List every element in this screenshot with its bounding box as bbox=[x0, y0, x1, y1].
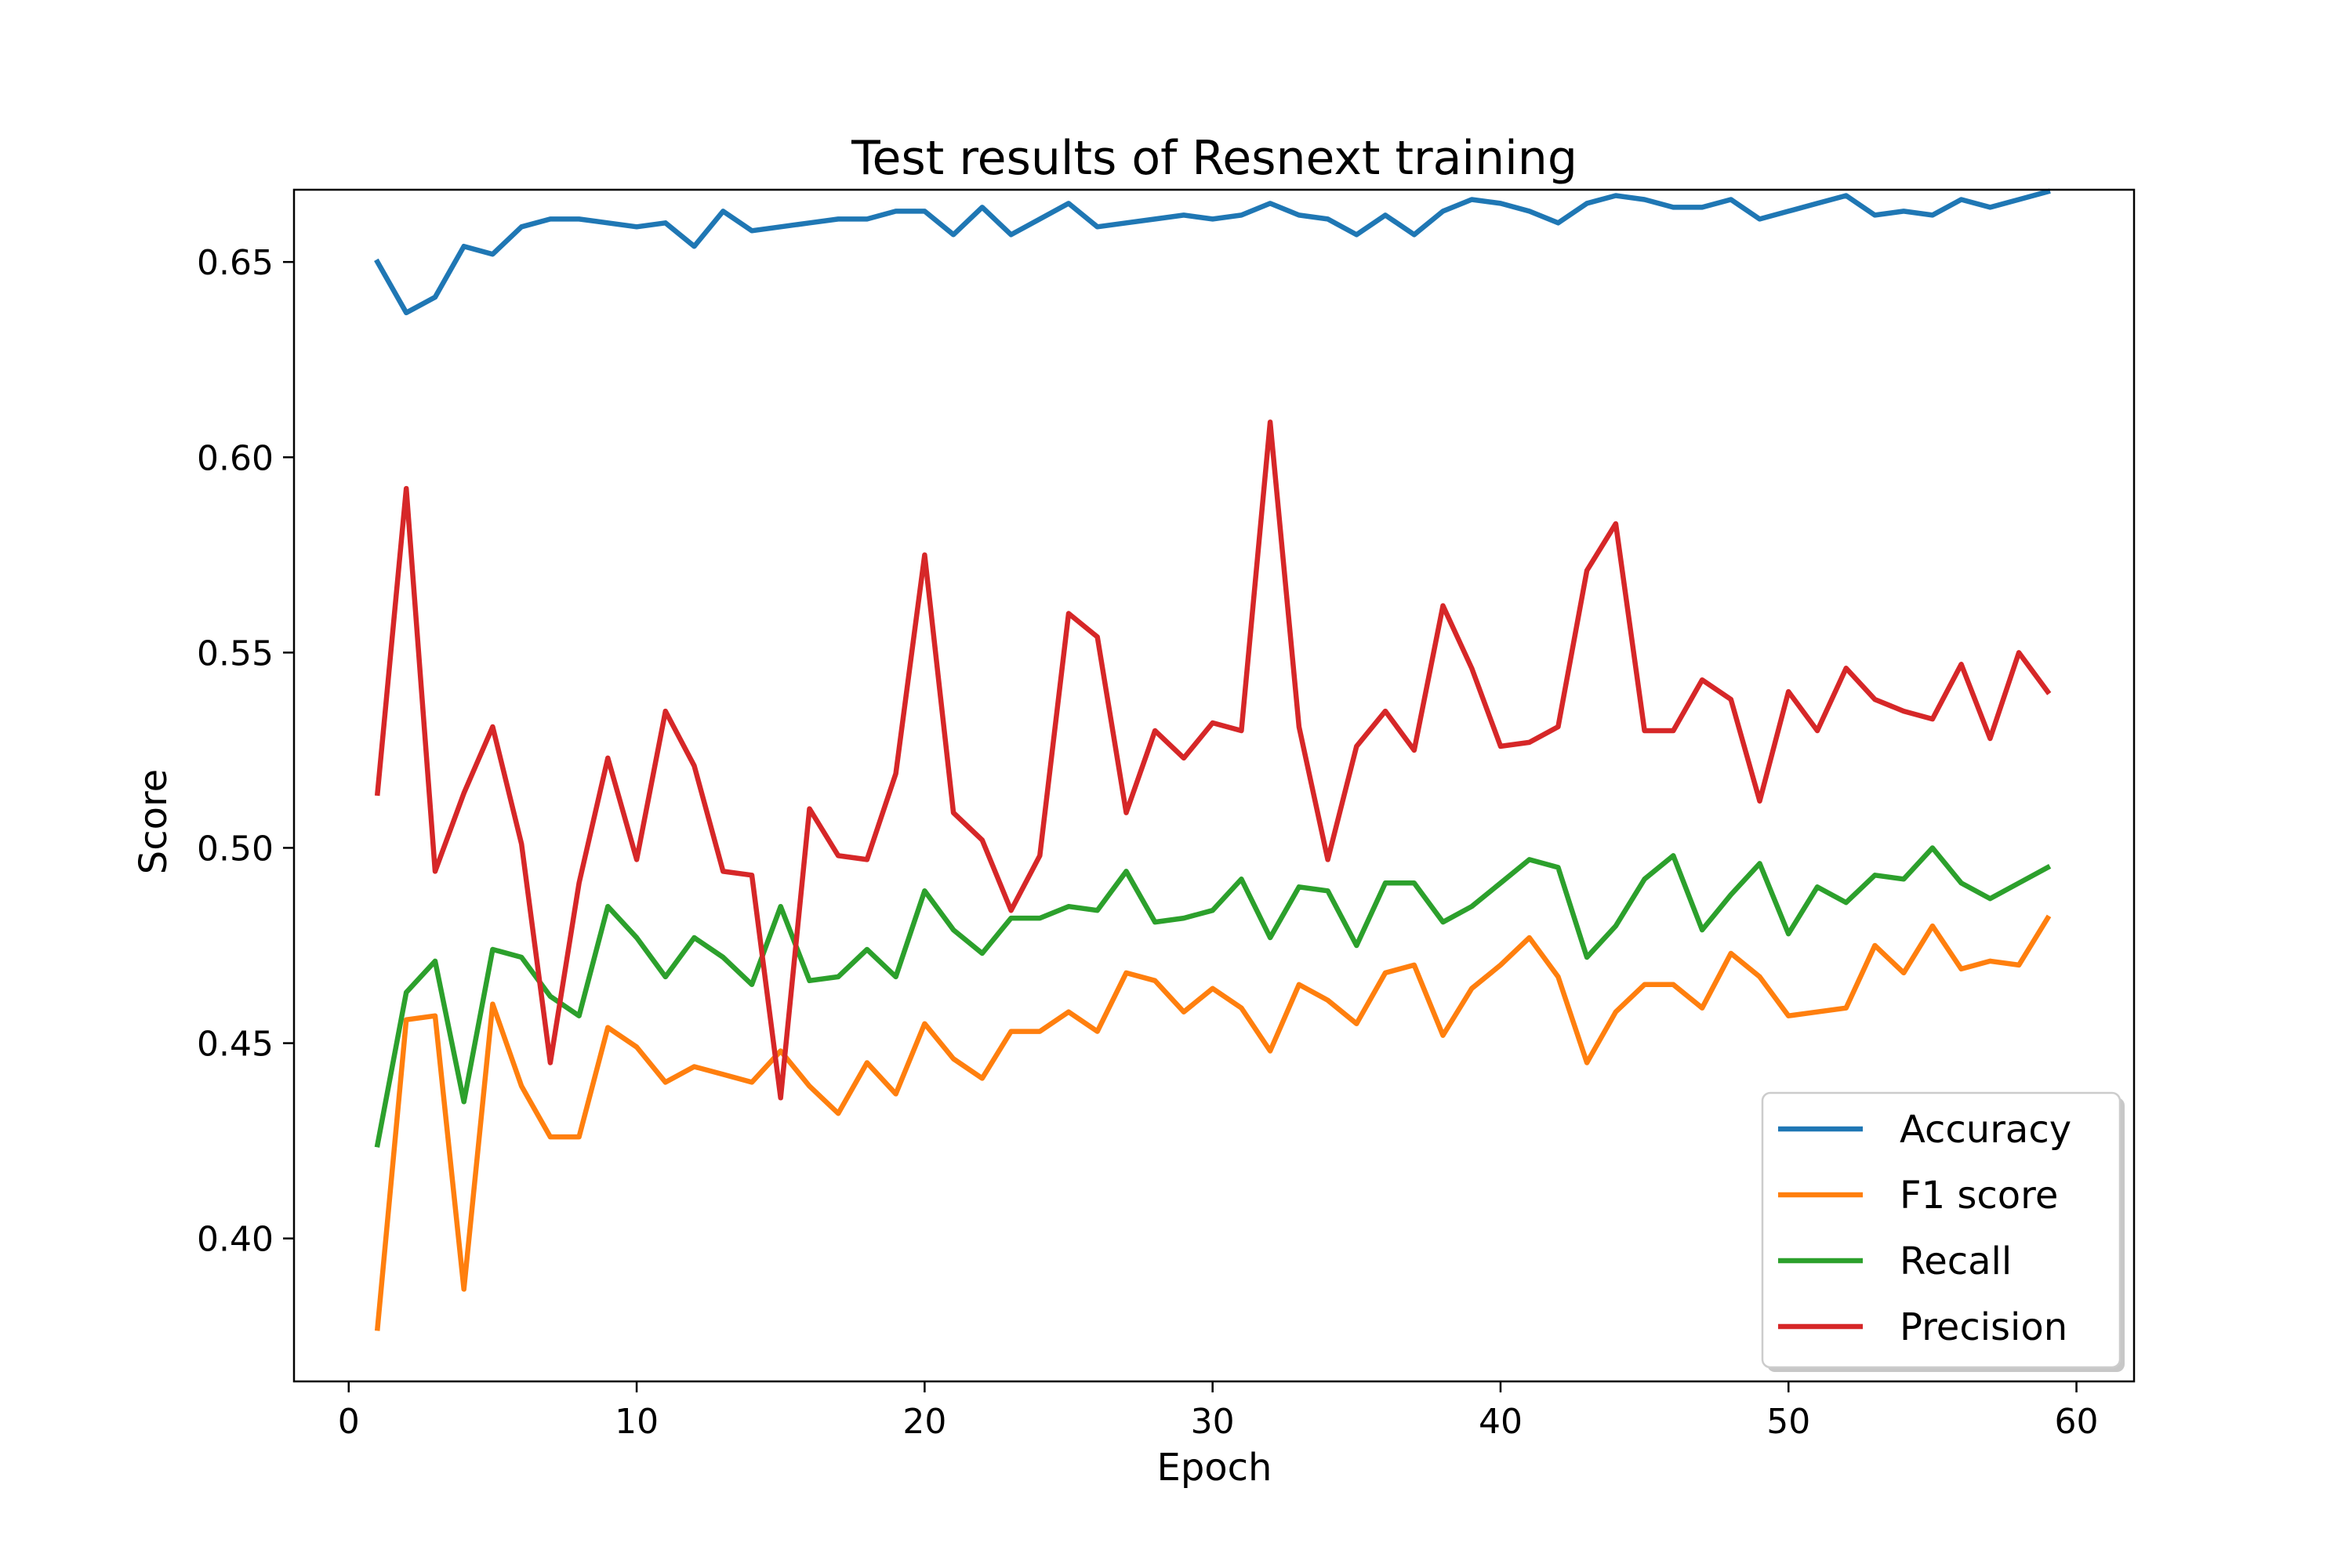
y-tick-label: 0.45 bbox=[197, 1025, 274, 1065]
legend-label-recall: Recall bbox=[1900, 1240, 2012, 1283]
y-tick-label: 0.50 bbox=[197, 829, 274, 869]
series-line-recall bbox=[374, 845, 2052, 1148]
x-tick-label: 0 bbox=[338, 1402, 360, 1442]
x-tick-label: 50 bbox=[1766, 1402, 1810, 1442]
x-axis-label: Epoch bbox=[1157, 1446, 1272, 1490]
legend-label-precision: Precision bbox=[1900, 1305, 2067, 1349]
x-tick-label: 60 bbox=[2055, 1402, 2099, 1442]
y-tick-label: 0.60 bbox=[197, 438, 274, 478]
y-tick-label: 0.55 bbox=[197, 633, 274, 673]
y-tick-label: 0.65 bbox=[197, 243, 274, 283]
series-line-f1-score bbox=[374, 914, 2052, 1331]
y-tick-label: 0.40 bbox=[197, 1220, 274, 1260]
plot-area: 0 10 20 30 40 50 60 0.40 0.45 0.50 0.55 0.60 0.65 bbox=[197, 188, 2136, 1442]
legend: Accuracy F1 score Recall Precision bbox=[1761, 1091, 2125, 1372]
x-tick-label: 30 bbox=[1191, 1402, 1235, 1442]
chart-title: Test results of Resnext training bbox=[851, 131, 1577, 186]
plot-frame bbox=[292, 188, 2136, 1383]
x-tick-label: 20 bbox=[902, 1402, 946, 1442]
series-line-precision bbox=[374, 419, 2052, 1101]
y-axis-label: Score bbox=[132, 769, 176, 874]
legend-label-f1-score: F1 score bbox=[1900, 1174, 2058, 1218]
x-tick-label: 40 bbox=[1479, 1402, 1523, 1442]
legend-label-accuracy: Accuracy bbox=[1900, 1108, 2071, 1152]
series-line-accuracy bbox=[374, 188, 2051, 316]
x-tick-label: 10 bbox=[615, 1402, 659, 1442]
legend-box bbox=[1761, 1091, 2122, 1369]
